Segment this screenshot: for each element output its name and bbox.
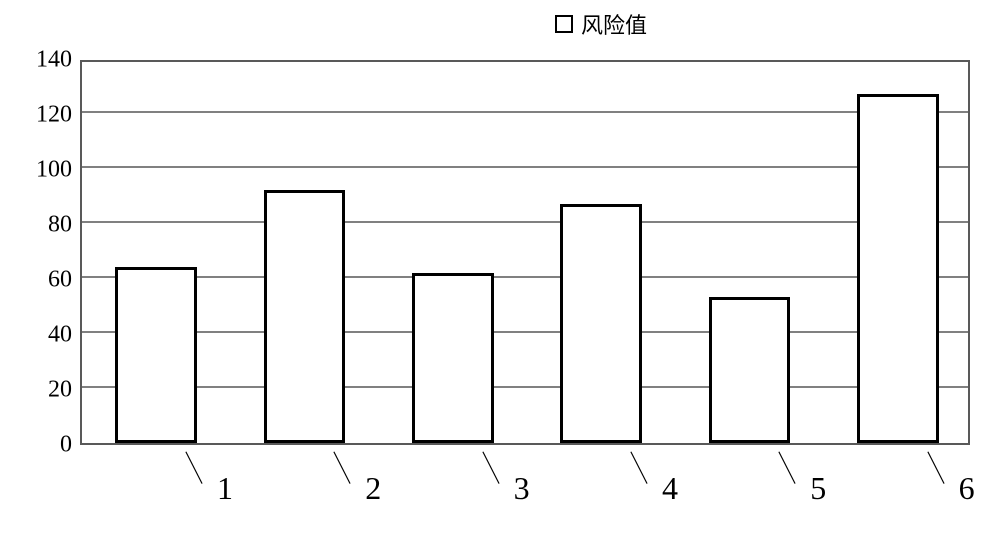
y-tick-label: 40 <box>0 322 72 349</box>
bar <box>115 267 197 443</box>
legend-label: 风险值 <box>581 8 647 40</box>
y-tick-label: 100 <box>0 157 72 184</box>
y-tick-label: 140 <box>0 47 72 74</box>
x-label-text: 6 <box>959 470 975 507</box>
y-tick-label: 80 <box>0 212 72 239</box>
plot-area <box>80 60 970 445</box>
leader-line-icon: ＼ <box>916 444 951 489</box>
bar-chart: 020406080100120140 ＼1＼2＼3＼4＼5＼6 <box>0 60 1000 480</box>
x-label-text: 5 <box>810 470 826 507</box>
legend-marker <box>555 15 573 33</box>
y-tick-label: 120 <box>0 102 72 129</box>
x-label-text: 2 <box>365 470 381 507</box>
bar <box>264 190 346 443</box>
y-tick-label: 60 <box>0 267 72 294</box>
x-label: ＼3 <box>484 450 530 507</box>
x-label-text: 1 <box>217 470 233 507</box>
x-label: ＼1 <box>187 450 233 507</box>
y-tick-label: 20 <box>0 377 72 404</box>
y-tick-label: 0 <box>0 432 72 459</box>
leader-line-icon: ＼ <box>471 444 506 489</box>
x-label: ＼5 <box>780 450 826 507</box>
bar <box>709 297 791 443</box>
x-label: ＼6 <box>929 450 975 507</box>
leader-line-icon: ＼ <box>175 444 210 489</box>
leader-line-icon: ＼ <box>768 444 803 489</box>
x-label: ＼2 <box>335 450 381 507</box>
bar <box>412 273 494 444</box>
leader-line-icon: ＼ <box>323 444 358 489</box>
leader-line-icon: ＼ <box>620 444 655 489</box>
legend: 风险值 <box>555 8 647 40</box>
x-label-text: 4 <box>662 470 678 507</box>
bars-container <box>82 62 968 443</box>
bar <box>857 94 939 443</box>
x-label-text: 3 <box>514 470 530 507</box>
x-label: ＼4 <box>632 450 678 507</box>
bar <box>560 204 642 443</box>
